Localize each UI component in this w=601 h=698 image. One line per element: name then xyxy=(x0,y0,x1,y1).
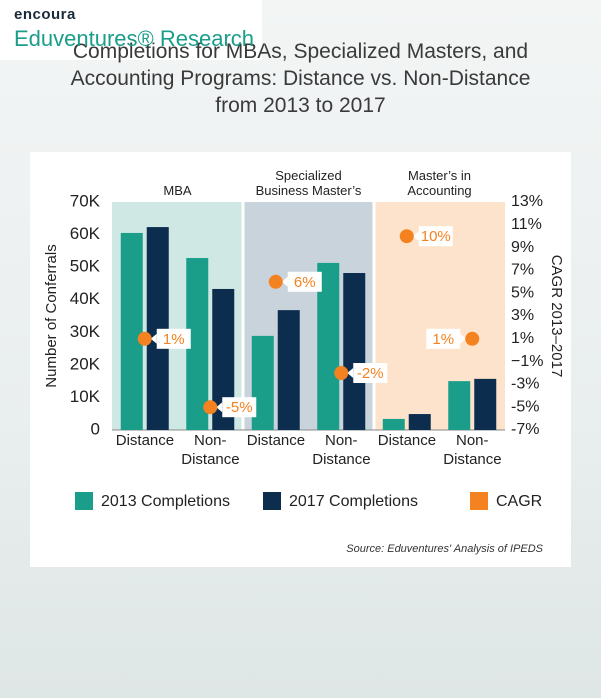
bar xyxy=(120,232,143,430)
label-box xyxy=(418,226,453,247)
data-label: 1% xyxy=(163,331,185,348)
x-tick-label: Distance xyxy=(115,432,175,449)
data-label: -5% xyxy=(226,399,253,416)
y-tick-label: 30K xyxy=(70,322,101,341)
bar xyxy=(382,418,405,430)
bar xyxy=(448,381,471,430)
data-label: 1% xyxy=(432,331,454,348)
cagr-dot xyxy=(399,229,414,244)
legend-swatch xyxy=(263,492,281,510)
y-tick-label: 20K xyxy=(70,354,101,373)
bar xyxy=(317,262,340,430)
label-box xyxy=(156,328,191,349)
y-tick-label: 70K xyxy=(70,191,101,210)
logo-name: Eduventures® Research xyxy=(14,26,255,51)
bar xyxy=(277,310,300,430)
legend-label: 2013 Completions xyxy=(101,493,230,510)
y2-tick-label: -3% xyxy=(511,376,539,393)
y2-axis-title: CAGR 2013–2017 xyxy=(548,255,565,378)
y2-tick-label: 13% xyxy=(511,193,543,210)
label-pointer xyxy=(281,276,288,287)
x-tick-label: Non-Distance xyxy=(443,432,502,468)
bar xyxy=(343,273,366,430)
bar xyxy=(474,378,497,430)
bar xyxy=(212,288,235,430)
bar xyxy=(251,335,274,430)
label-box xyxy=(287,271,322,292)
y-tick-label: 60K xyxy=(70,224,101,243)
y2-tick-label: −1% xyxy=(511,353,543,370)
y2-tick-label: 5% xyxy=(511,284,534,301)
label-box xyxy=(222,397,257,418)
x-tick-label: Distance xyxy=(377,432,437,449)
label-pointer xyxy=(150,333,157,344)
source: Source: Eduventures' Analysis of IPEDS xyxy=(346,543,543,555)
logo-brand: encoura xyxy=(14,6,76,23)
chart-title: Completions for MBAs, Specialized Master… xyxy=(70,40,531,117)
bar xyxy=(146,227,169,430)
x-tick-label: Non-Distance xyxy=(312,432,371,468)
bar xyxy=(186,258,209,430)
data-label: 10% xyxy=(421,228,451,245)
legend-label: 2017 Completions xyxy=(289,493,418,510)
legend-label: CAGR xyxy=(496,493,542,510)
x-tick-label: Non-Distance xyxy=(181,432,240,468)
y-tick-label: 0 xyxy=(91,419,100,438)
label-box xyxy=(426,328,461,349)
y2-tick-label: 9% xyxy=(511,239,534,256)
y-axis-title: Number of Conferrals xyxy=(43,244,60,387)
cagr-dot xyxy=(137,331,152,346)
legend-swatch xyxy=(470,492,488,510)
y2-tick-label: -7% xyxy=(511,421,539,438)
label-pointer xyxy=(460,333,467,344)
y2-tick-label: 7% xyxy=(511,262,534,279)
cagr-dot xyxy=(268,274,283,289)
y-tick-label: 10K xyxy=(70,387,101,406)
data-label: 6% xyxy=(294,274,316,291)
x-tick-label: Distance xyxy=(246,432,306,449)
label-pointer xyxy=(412,231,419,242)
y-tick-label: 40K xyxy=(70,289,101,308)
cagr-dot xyxy=(465,331,480,346)
legend-swatch xyxy=(75,492,93,510)
y2-tick-label: 1% xyxy=(511,330,534,347)
panel-label: Specialized Business Master’s xyxy=(255,168,362,198)
panel-label: MBA xyxy=(163,183,192,198)
label-pointer xyxy=(216,402,223,413)
y2-tick-label: 3% xyxy=(511,307,534,324)
cagr-dot xyxy=(334,366,349,380)
bar xyxy=(408,414,431,430)
y2-tick-label: -5% xyxy=(511,398,539,415)
panel-label: Master’s in Accounting xyxy=(407,168,472,198)
data-label: -2% xyxy=(357,365,384,382)
cagr-dot xyxy=(203,400,218,415)
y2-tick-label: 11% xyxy=(511,216,542,233)
logo: encoura Eduventures® Research xyxy=(0,0,262,60)
y-tick-label: 50K xyxy=(70,257,101,276)
label-pointer xyxy=(347,368,354,378)
label-box xyxy=(353,363,388,383)
